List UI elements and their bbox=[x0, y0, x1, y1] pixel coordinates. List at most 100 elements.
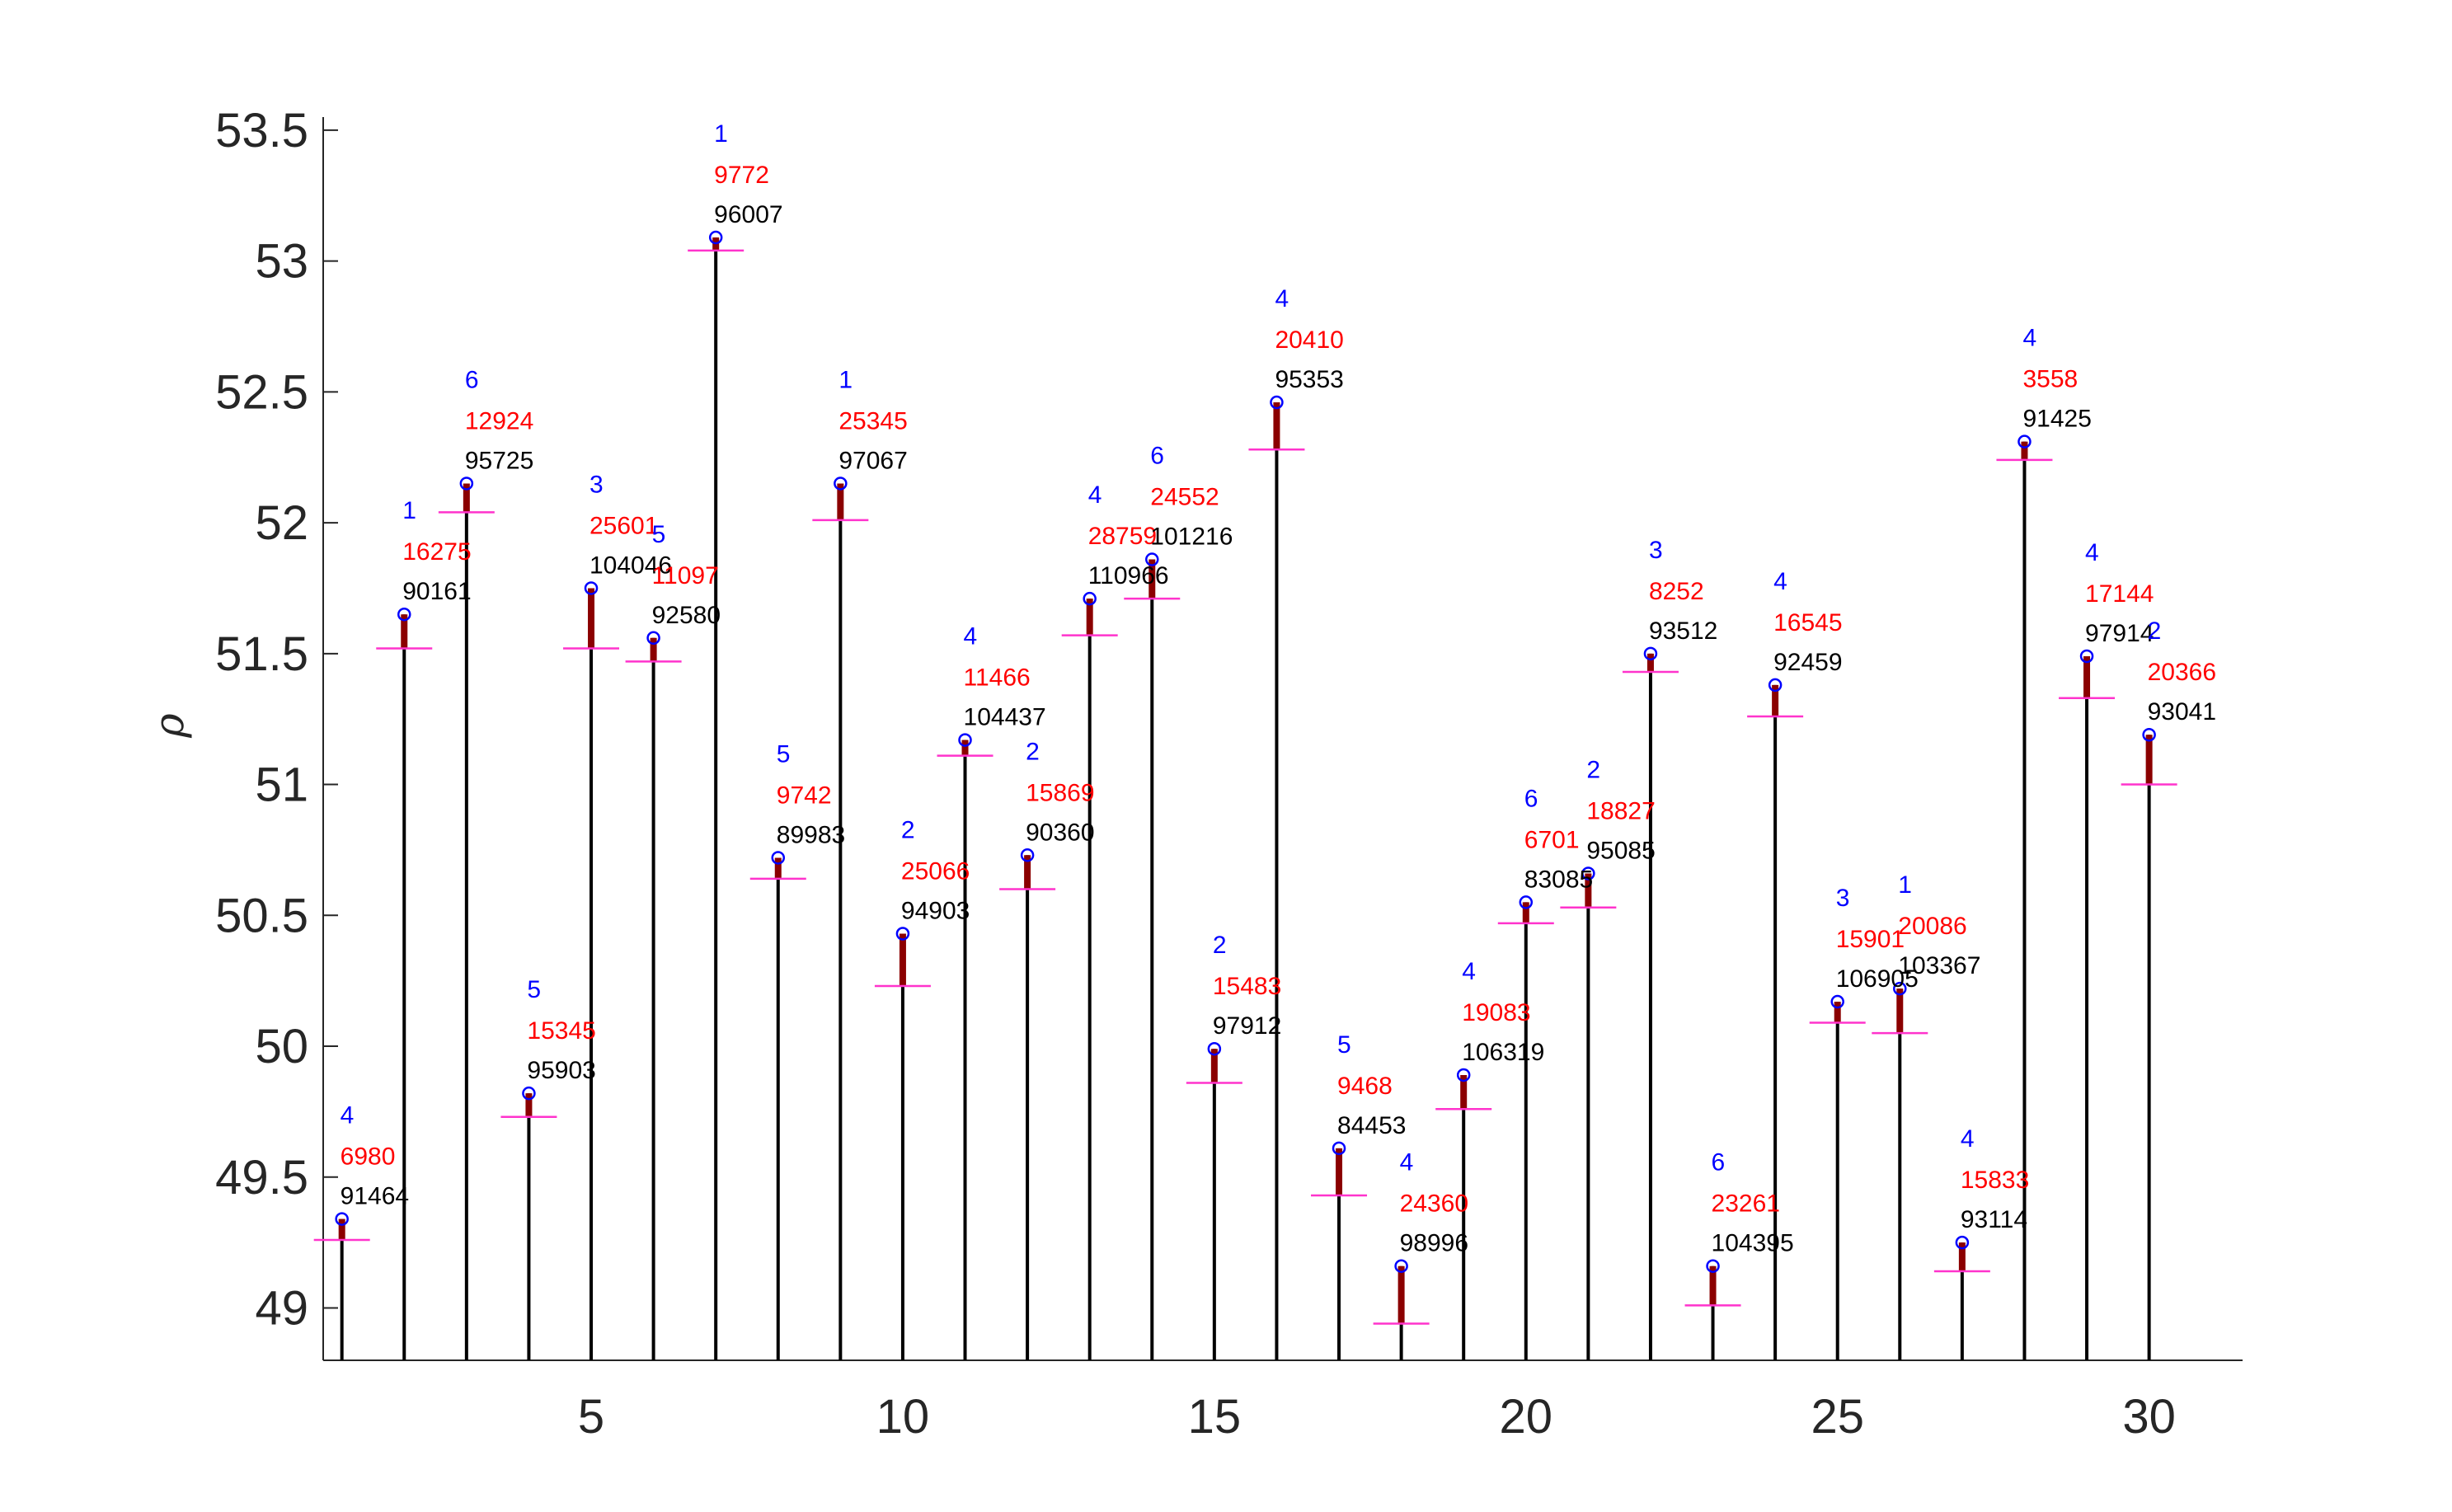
stem-marker bbox=[1394, 1259, 1408, 1273]
point-label-mid: 25066 bbox=[901, 858, 970, 885]
point-label-mid: 15833 bbox=[1961, 1167, 2029, 1194]
x-tick-label: 20 bbox=[1500, 1390, 1553, 1444]
point-label-bottom: 95903 bbox=[527, 1057, 595, 1084]
point-label-top: 2 bbox=[1586, 756, 1600, 783]
point-label-top: 5 bbox=[777, 740, 791, 768]
point-label-bottom: 106319 bbox=[1462, 1039, 1544, 1066]
stem-marker bbox=[2142, 727, 2156, 742]
point-label-top: 4 bbox=[1275, 285, 1289, 312]
y-tick-label: 50 bbox=[255, 1020, 308, 1073]
x-tick-label: 5 bbox=[578, 1390, 604, 1444]
point-label-mid: 6701 bbox=[1524, 826, 1580, 853]
point-label-bottom: 93114 bbox=[1961, 1206, 2027, 1233]
point-label-bottom: 95725 bbox=[465, 447, 533, 474]
point-label-top: 2 bbox=[901, 817, 915, 844]
point-label-mid: 9772 bbox=[714, 162, 769, 189]
stem-marker bbox=[1643, 646, 1658, 661]
point-label-bottom: 89983 bbox=[777, 821, 845, 848]
point-label-bottom: 95353 bbox=[1275, 366, 1343, 393]
stem-marker bbox=[771, 851, 786, 865]
point-label-top: 1 bbox=[838, 366, 853, 393]
point-label-mid: 25601 bbox=[590, 512, 658, 539]
point-label-mid: 16545 bbox=[1773, 609, 1842, 636]
point-label-top: 2 bbox=[2148, 617, 2162, 645]
point-label-top: 4 bbox=[1773, 568, 1787, 595]
point-label-mid: 17144 bbox=[2085, 580, 2154, 608]
y-tick-label: 51.5 bbox=[215, 627, 308, 681]
point-label-mid: 16275 bbox=[402, 538, 471, 566]
point-label-mid: 15901 bbox=[1836, 926, 1905, 953]
y-tick-label: 49.5 bbox=[215, 1151, 308, 1204]
point-label-top: 4 bbox=[1088, 481, 1102, 509]
y-tick-label: 52 bbox=[255, 496, 308, 550]
point-label-bottom: 90360 bbox=[1026, 819, 1094, 846]
point-label-mid: 11097 bbox=[652, 562, 719, 589]
stem-marker bbox=[1020, 848, 1035, 862]
point-label-bottom: 104437 bbox=[964, 704, 1046, 731]
point-label-mid: 28759 bbox=[1088, 523, 1157, 550]
point-label-mid: 19083 bbox=[1462, 999, 1530, 1026]
point-label-bottom: 97067 bbox=[838, 447, 907, 474]
stem-marker bbox=[2079, 649, 2094, 664]
stem-marker bbox=[1270, 395, 1284, 410]
stem-marker bbox=[895, 927, 910, 941]
stem-marker bbox=[1706, 1259, 1720, 1273]
point-label-mid: 20410 bbox=[1275, 326, 1343, 354]
point-label-top: 4 bbox=[341, 1102, 355, 1129]
point-label-mid: 15345 bbox=[527, 1017, 595, 1045]
point-label-mid: 20366 bbox=[2148, 659, 2216, 686]
point-label-top: 6 bbox=[1150, 443, 1164, 470]
point-label-mid: 20086 bbox=[1898, 913, 1966, 940]
annotations: 9146469804901611627519572512924695903153… bbox=[341, 120, 2216, 1257]
y-tick-label: 53 bbox=[255, 235, 308, 289]
point-label-top: 3 bbox=[590, 471, 604, 498]
stem-marker bbox=[2017, 434, 2032, 448]
point-label-top: 2 bbox=[1026, 738, 1040, 765]
stem-marker bbox=[459, 477, 474, 491]
point-label-bottom: 91425 bbox=[2022, 406, 2091, 433]
point-label-top: 4 bbox=[1462, 958, 1476, 985]
point-label-bottom: 83085 bbox=[1524, 866, 1593, 893]
point-label-bottom: 93041 bbox=[2148, 698, 2216, 725]
y-tick-label: 52.5 bbox=[215, 365, 308, 419]
point-label-mid: 24360 bbox=[1400, 1190, 1468, 1218]
stem-marker bbox=[335, 1212, 349, 1226]
point-label-bottom: 106905 bbox=[1836, 965, 1919, 993]
y-axis-label: ρ bbox=[145, 713, 193, 739]
stem-marker bbox=[834, 477, 848, 491]
point-label-bottom: 103367 bbox=[1898, 952, 1980, 979]
point-label-bottom: 96007 bbox=[714, 201, 782, 228]
stem-marker bbox=[1893, 981, 1907, 996]
point-label-top: 6 bbox=[465, 366, 479, 393]
point-label-top: 3 bbox=[1649, 537, 1663, 564]
x-tick-label: 25 bbox=[1811, 1390, 1864, 1444]
point-label-mid: 6980 bbox=[341, 1143, 396, 1171]
stem-marker bbox=[1519, 895, 1534, 909]
point-label-mid: 15483 bbox=[1213, 973, 1281, 1000]
stem-marker bbox=[397, 607, 411, 622]
point-label-top: 4 bbox=[2022, 325, 2036, 352]
stem-marker bbox=[1830, 994, 1844, 1009]
y-tick-label: 50.5 bbox=[215, 889, 308, 942]
point-label-bottom: 94903 bbox=[901, 898, 970, 925]
point-label-top: 6 bbox=[1524, 785, 1538, 812]
stem-marker bbox=[958, 733, 972, 747]
x-tick-label: 30 bbox=[2122, 1390, 2176, 1444]
point-label-bottom: 84453 bbox=[1337, 1112, 1406, 1139]
point-label-mid: 12924 bbox=[465, 407, 533, 434]
point-label-top: 4 bbox=[964, 623, 978, 650]
stem-marker bbox=[708, 230, 723, 245]
point-label-top: 1 bbox=[714, 120, 728, 148]
point-label-bottom: 98996 bbox=[1400, 1230, 1468, 1257]
y-tick-label: 49 bbox=[255, 1282, 308, 1336]
point-label-bottom: 110966 bbox=[1088, 562, 1169, 589]
y-tick-label: 51 bbox=[255, 758, 308, 812]
point-label-mid: 18827 bbox=[1586, 797, 1655, 824]
x-tick-label: 10 bbox=[876, 1390, 930, 1444]
point-label-top: 1 bbox=[402, 497, 416, 524]
point-label-mid: 9742 bbox=[777, 782, 832, 809]
point-label-mid: 8252 bbox=[1649, 578, 1704, 605]
